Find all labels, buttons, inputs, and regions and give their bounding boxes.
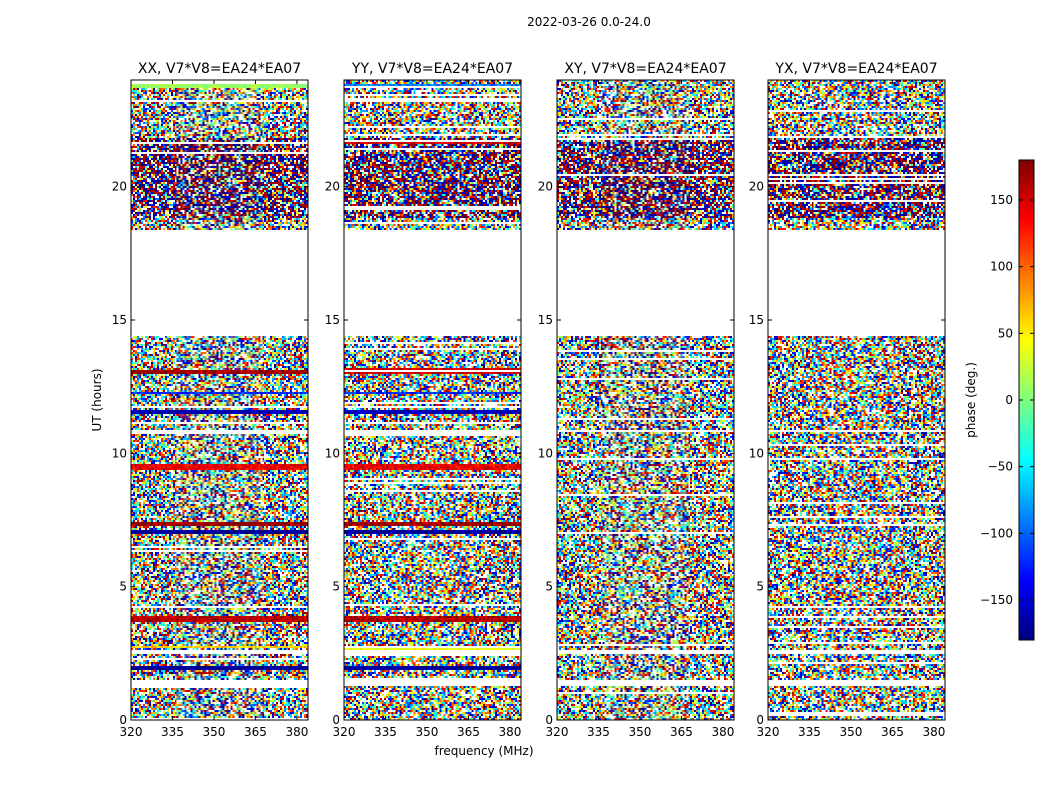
x-tick-label: 380: [711, 725, 734, 739]
x-tick-label: 335: [798, 725, 821, 739]
y-axis-label: UT (hours): [90, 368, 104, 431]
y-tick-label: 0: [332, 713, 340, 727]
y-tick-label: 20: [749, 180, 764, 194]
panel-xy: XY, V7*V8=EA24*EA07 320 335 350 365 380 0 5 10 15…: [538, 61, 735, 739]
y-tick-label: 5: [756, 580, 764, 594]
x-tick-label: 335: [161, 725, 184, 739]
x-tick-label: 365: [244, 725, 267, 739]
panel-frame: [767, 79, 946, 721]
colorbar: 150 100 50 0 −50 −100 −150: [980, 159, 1035, 641]
panel-title: XX, V7*V8=EA24*EA07: [138, 61, 301, 77]
panel-title: XY, V7*V8=EA24*EA07: [564, 61, 726, 77]
suptitle: 2022-03-26 0.0-24.0: [527, 15, 651, 29]
y-tick-label: 10: [749, 446, 764, 460]
x-tick-label: 350: [416, 725, 439, 739]
x-tick-label: 320: [757, 725, 780, 739]
x-tick-label: 365: [670, 725, 693, 739]
panel-frame: [343, 79, 522, 721]
panel-yy: YY, V7*V8=EA24*EA07 320 335 350 365 380 0 5 10 15…: [325, 61, 522, 739]
panel-heatmap: [344, 80, 521, 720]
panel-frame: [130, 79, 309, 721]
y-tick-label: 15: [749, 313, 764, 327]
colorbar-tick-label: −150: [980, 593, 1013, 607]
panel-heatmap: [131, 80, 308, 720]
y-tick-label: 20: [325, 180, 340, 194]
panel-yx: YX, V7*V8=EA24*EA07 320 335 350 365 380 0 5 10 15…: [749, 61, 946, 739]
y-tick-label: 10: [112, 446, 127, 460]
x-tick-label: 320: [120, 725, 143, 739]
y-tick-label: 20: [112, 180, 127, 194]
x-tick-label: 335: [587, 725, 610, 739]
y-tick-label: 10: [325, 446, 340, 460]
colorbar-label: phase (deg.): [964, 362, 978, 438]
panel-title: YY, V7*V8=EA24*EA07: [351, 61, 513, 77]
panel-title: YX, V7*V8=EA24*EA07: [774, 61, 937, 77]
panel-heatmap: [557, 80, 734, 720]
y-tick-label: 15: [112, 313, 127, 327]
x-tick-label: 350: [840, 725, 863, 739]
colorbar-tick-label: −100: [980, 526, 1013, 540]
x-tick-label: 320: [333, 725, 356, 739]
panel-heatmap: [768, 80, 945, 720]
colorbar-tick-label: 100: [990, 260, 1013, 274]
x-axis-label: frequency (MHz): [434, 744, 533, 758]
panel-frame: [556, 79, 735, 721]
y-tick-label: 5: [545, 580, 553, 594]
y-tick-label: 0: [545, 713, 553, 727]
x-tick-label: 320: [546, 725, 569, 739]
x-tick-label: 380: [285, 725, 308, 739]
x-tick-label: 365: [457, 725, 480, 739]
x-tick-label: 350: [629, 725, 652, 739]
colorbar-tick-label: 0: [1005, 393, 1013, 407]
y-tick-label: 5: [119, 580, 127, 594]
colorbar-tick-label: 150: [990, 193, 1013, 207]
y-tick-label: 20: [538, 180, 553, 194]
y-tick-label: 15: [325, 313, 340, 327]
colorbar-tick-label: 50: [998, 326, 1013, 340]
x-tick-label: 335: [374, 725, 397, 739]
panel-xx: XX, V7*V8=EA24*EA07 320 335 350 365 380 0 5 10 15…: [112, 61, 309, 739]
x-tick-label: 365: [881, 725, 904, 739]
y-tick-label: 5: [332, 580, 340, 594]
y-tick-label: 0: [119, 713, 127, 727]
panels: XX, V7*V8=EA24*EA07 320 335 350 365 380 0 5 10 15…: [112, 61, 946, 739]
y-tick-label: 15: [538, 313, 553, 327]
x-tick-label: 380: [498, 725, 521, 739]
colorbar-tick-label: −50: [988, 460, 1013, 474]
x-tick-label: 350: [203, 725, 226, 739]
y-tick-label: 10: [538, 446, 553, 460]
y-tick-label: 0: [756, 713, 764, 727]
x-tick-label: 380: [922, 725, 945, 739]
